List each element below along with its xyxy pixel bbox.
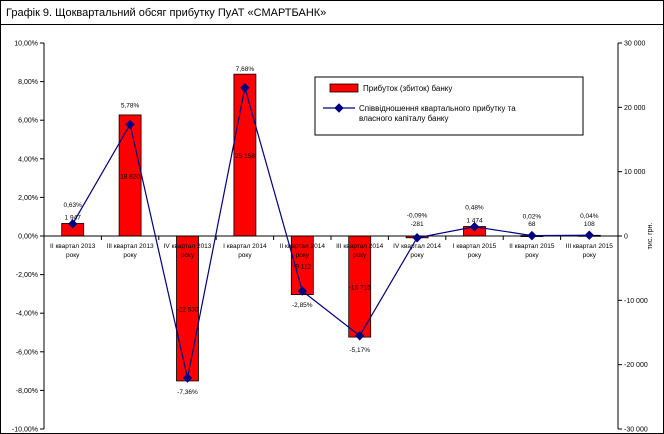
category-label: IV квартал 2013 xyxy=(164,243,212,250)
ratio-point xyxy=(354,331,365,341)
bar-value-label: -9 112 xyxy=(293,263,311,270)
category-label: ІІ квартал 2015 xyxy=(509,243,555,250)
ratio-point xyxy=(67,219,78,229)
chart-title: Графік 9. Щоквартальний обсяг прибутку П… xyxy=(6,7,327,19)
left-axis-tick-label: -8,00% xyxy=(16,388,38,395)
category-label: року xyxy=(66,252,80,259)
category-label: року xyxy=(296,252,310,259)
ratio-point xyxy=(297,286,308,296)
bar-value-label: 68 xyxy=(528,221,536,228)
left-axis-tick-label: -2,00% xyxy=(16,272,38,279)
right-axis-tick-label: -30 000 xyxy=(624,427,648,434)
bar-value-label: -15 715 xyxy=(349,285,371,292)
ratio-value-label: 5,78% xyxy=(121,102,140,109)
category-label: року xyxy=(468,252,482,259)
ratio-point xyxy=(584,230,595,240)
category-label: року xyxy=(123,252,137,259)
left-axis-tick-label: -10,00% xyxy=(12,427,38,434)
bar-value-label: 108 xyxy=(584,221,595,228)
left-axis-tick-label: 0,00% xyxy=(18,234,38,241)
right-axis-tick-label: 30 000 xyxy=(624,41,646,48)
bar-value-label: 25 158 xyxy=(235,153,255,160)
category-label: року xyxy=(353,252,367,259)
left-axis-tick-label: 6,00% xyxy=(18,118,38,125)
category-label: IV квартал 2014 xyxy=(393,243,441,250)
left-axis-tick-label: 4,00% xyxy=(18,156,38,163)
category-label: ІІІ квартал 2013 xyxy=(107,243,154,250)
right-axis-tick-label: 10 000 xyxy=(624,169,646,176)
right-axis-tick-label: -20 000 xyxy=(624,362,648,369)
bar-value-label: 1 947 xyxy=(65,214,82,221)
ratio-value-label: 0,04% xyxy=(580,213,599,220)
title-divider xyxy=(1,24,663,25)
ratio-point xyxy=(527,230,537,241)
right-axis-tick-label: 0 xyxy=(624,234,628,241)
ratio-value-label: 0,48% xyxy=(465,205,484,212)
ratio-value-label: 7,68% xyxy=(236,66,255,73)
ratio-value-label: -0,09% xyxy=(407,213,428,220)
category-label: року xyxy=(238,252,252,259)
legend-box xyxy=(314,76,584,136)
category-label: І квартал 2014 xyxy=(223,243,267,250)
left-axis-tick-label: 10,00% xyxy=(14,41,38,48)
legend-line-marker xyxy=(334,103,344,113)
category-label: року xyxy=(525,252,539,259)
legend-line-label: Співвідношення квартального прибутку та xyxy=(359,104,516,113)
ratio-value-label: -2,85% xyxy=(292,302,313,309)
category-label: року xyxy=(583,252,597,259)
legend-bar-label: Прибуток (збиток) банку xyxy=(363,84,452,93)
ratio-value-label: 0,63% xyxy=(63,202,82,209)
ratio-point xyxy=(240,83,250,93)
left-axis-tick-label: 2,00% xyxy=(18,195,38,202)
ratio-point xyxy=(469,222,480,232)
category-label: І квартал 2015 xyxy=(453,243,497,250)
bar-value-label: 18 820 xyxy=(120,173,140,180)
bar-value-label: -281 xyxy=(411,221,424,228)
legend-line-label: власного капіталу банку xyxy=(359,114,448,123)
category-label: ІІ квартал 2013 xyxy=(50,243,96,250)
ratio-line xyxy=(72,87,590,379)
right-axis-tick-label: 20 000 xyxy=(624,105,646,112)
right-axis-label: тис. грн. xyxy=(647,223,654,250)
ratio-point xyxy=(182,373,193,383)
ratio-value-label: -5,17% xyxy=(349,347,370,354)
ratio-value-label: 0,02% xyxy=(523,214,542,221)
left-axis-tick-label: -6,00% xyxy=(16,349,38,356)
bar-value-label: 1 474 xyxy=(466,218,483,225)
bar-value-label: -22 530 xyxy=(176,306,198,313)
category-label: ІІІ квартал 2015 xyxy=(566,243,613,250)
category-label: ІІІ квартал 2014 xyxy=(336,243,383,250)
ratio-value-label: -7,36% xyxy=(177,389,198,396)
category-label: ІІ квартал 2014 xyxy=(280,243,326,250)
left-axis-tick-label: -4,00% xyxy=(16,311,38,318)
category-label: року xyxy=(181,252,195,259)
left-axis-tick-label: 8,00% xyxy=(18,79,38,86)
right-axis-tick-label: -10 000 xyxy=(624,298,648,305)
category-label: року xyxy=(410,252,424,259)
ratio-point xyxy=(125,119,135,130)
legend-bar-swatch xyxy=(329,83,359,93)
ratio-point xyxy=(412,233,422,243)
